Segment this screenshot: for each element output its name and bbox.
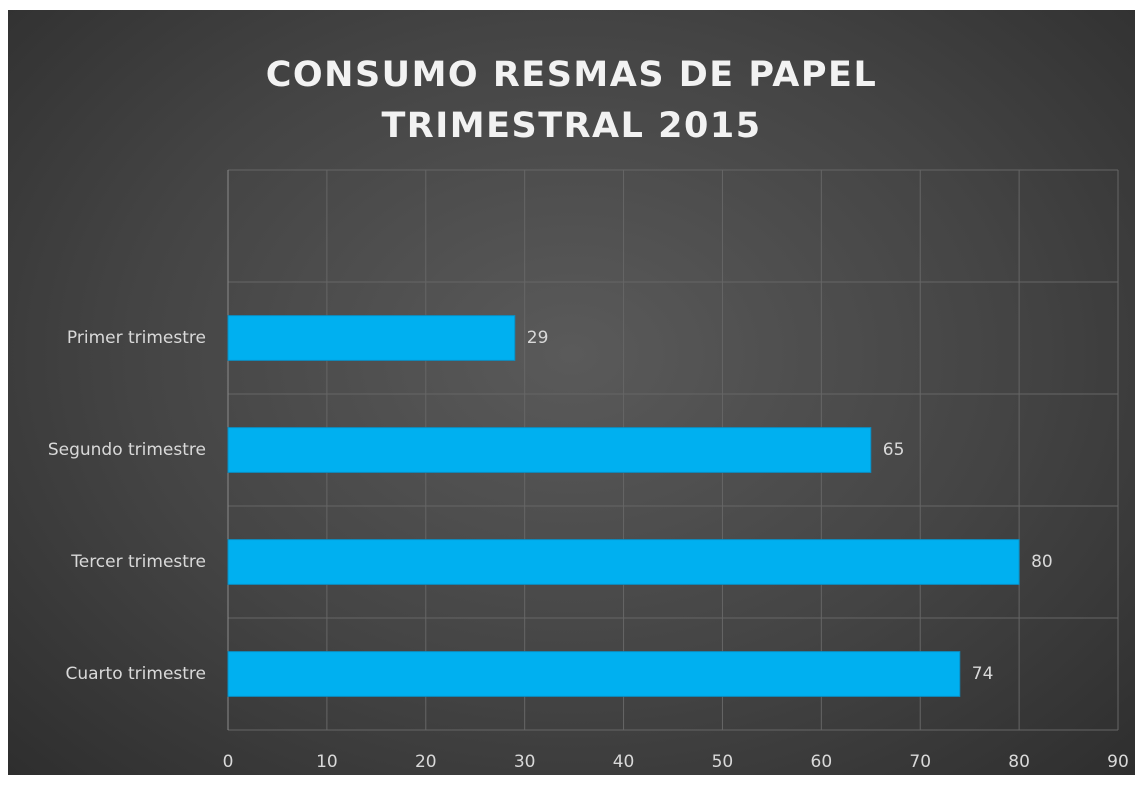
x-tick-label: 80 <box>1008 752 1030 772</box>
data-label: 29 <box>527 328 549 348</box>
y-tick-label: Cuarto trimestre <box>65 664 206 684</box>
data-label: 80 <box>1031 552 1053 572</box>
x-tick-label: 40 <box>613 752 635 772</box>
chart-background <box>8 10 1135 775</box>
chart-title: CONSUMO RESMAS DE PAPEL TRIMESTRAL 2015 <box>265 55 878 146</box>
y-tick-label: Tercer trimestre <box>70 552 206 572</box>
bar <box>227 539 1020 585</box>
x-tick-label: 50 <box>712 752 734 772</box>
x-tick-label: 60 <box>811 752 833 772</box>
data-label: 74 <box>972 664 994 684</box>
y-tick-label: Segundo trimestre <box>48 440 206 460</box>
x-tick-label: 20 <box>415 752 437 772</box>
x-tick-label: 10 <box>316 752 338 772</box>
y-tick-label: Primer trimestre <box>67 328 206 348</box>
x-tick-label: 30 <box>514 752 536 772</box>
bar <box>227 315 516 361</box>
data-label: 65 <box>883 440 905 460</box>
bar <box>227 427 872 473</box>
bar <box>227 651 961 697</box>
x-tick-label: 90 <box>1107 752 1129 772</box>
x-tick-label: 70 <box>909 752 931 772</box>
x-tick-label: 0 <box>223 752 234 772</box>
